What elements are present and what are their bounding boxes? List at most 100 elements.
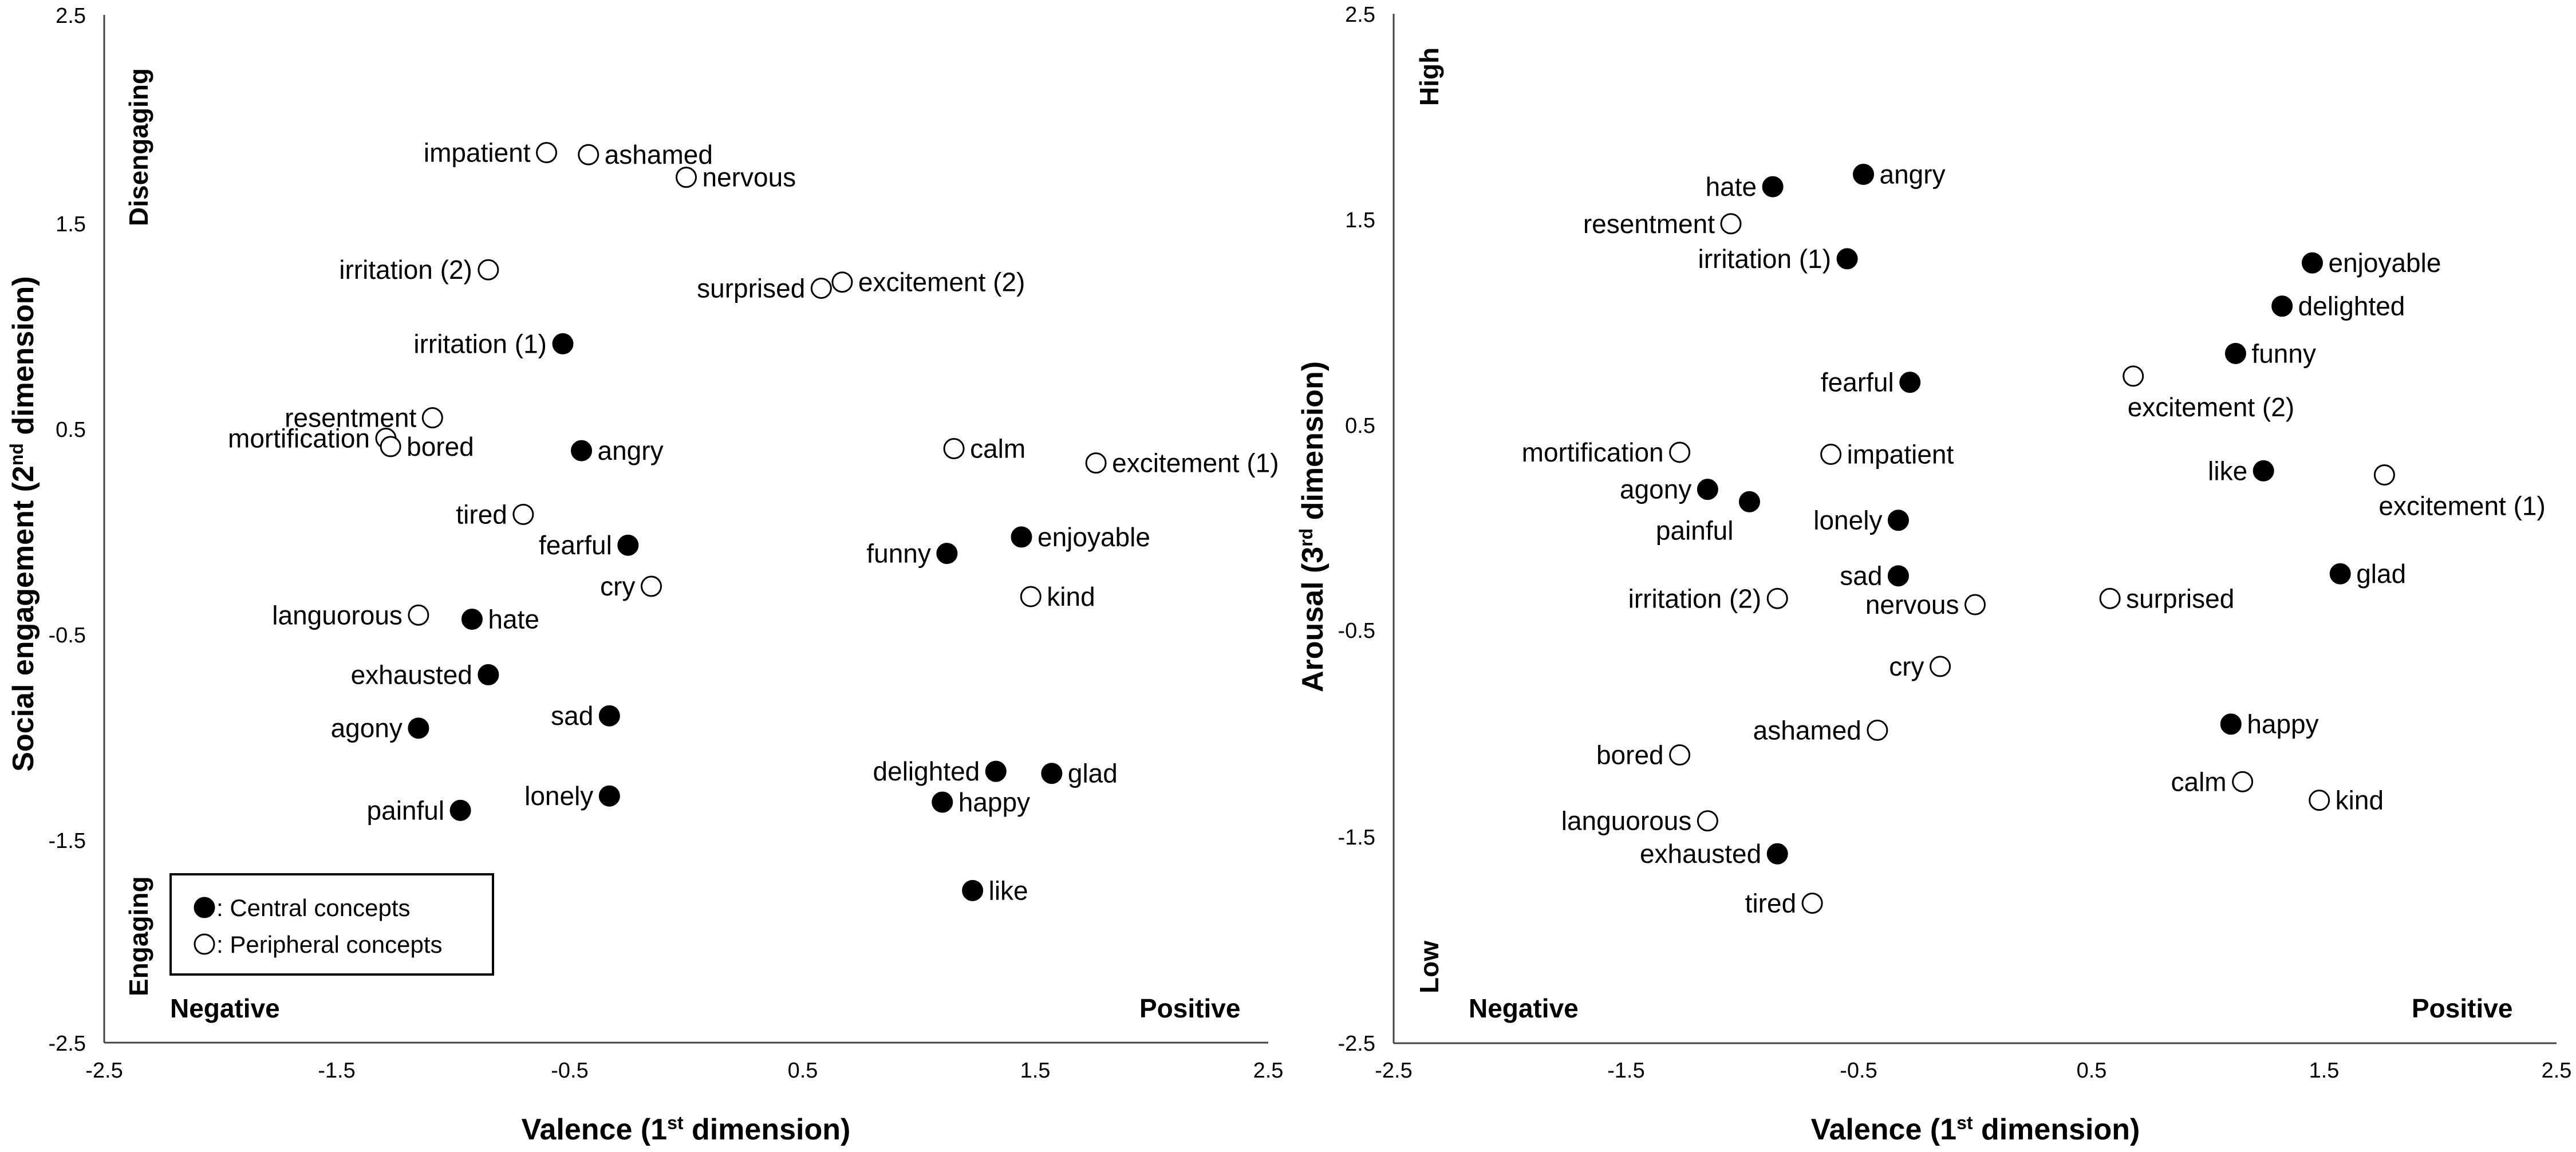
data-point-label: nervous — [1865, 590, 1959, 620]
data-point-peripheral — [1020, 586, 1042, 607]
data-point-label: irritation (1) — [1698, 244, 1831, 274]
data-point-label: languorous — [1561, 806, 1692, 836]
y-tick-label: -2.5 — [1338, 1032, 1375, 1056]
data-point-label: resentment — [285, 403, 416, 433]
legend-central-label: : Central concepts — [216, 894, 411, 921]
y-axis-title: Social engagement (2nd dimension) — [6, 276, 40, 772]
data-point-peripheral — [2309, 790, 2330, 811]
data-point-central — [2252, 460, 2274, 482]
data-point-label: enjoyable — [1037, 522, 1150, 552]
data-point-central — [598, 785, 620, 807]
data-point-label: agony — [1620, 475, 1691, 504]
x-tick-label: 2.5 — [2542, 1059, 2572, 1083]
data-point-label: happy — [2247, 709, 2318, 739]
x-tick-label: -1.5 — [318, 1059, 355, 1083]
x-tick-label: -1.5 — [1607, 1059, 1644, 1083]
data-point-peripheral — [831, 271, 853, 293]
data-point-central — [571, 440, 593, 461]
x-tick-label: -2.5 — [1375, 1059, 1412, 1083]
data-point-peripheral — [1964, 594, 1986, 616]
data-point-central — [932, 791, 953, 813]
data-point-central — [936, 543, 958, 565]
data-point-label: surprised — [697, 273, 805, 303]
data-point-central — [1853, 163, 1875, 185]
corner-label-negative: Negative — [1469, 993, 1579, 1023]
data-point-label: irritation (1) — [413, 329, 547, 358]
x-axis-title: Valence (1st dimension) — [1811, 1112, 2140, 1146]
data-point-peripheral — [641, 575, 662, 597]
data-point-label: mortification — [228, 424, 370, 453]
data-point-central — [1738, 491, 1760, 512]
data-point-central — [1887, 565, 1909, 587]
data-point-label: agony — [331, 713, 403, 743]
data-point-central — [552, 333, 574, 354]
data-point-peripheral — [1820, 444, 1842, 465]
data-point-label: funny — [866, 539, 931, 569]
x-tick-labels: -2.5 -1.5 -0.5 0.5 1.5 2.5 — [85, 1059, 1283, 1083]
data-point-peripheral — [2373, 464, 2395, 486]
data-point-label: delighted — [873, 756, 980, 786]
legend-peripheral-marker — [194, 933, 215, 955]
data-point-central — [1697, 479, 1718, 500]
data-point-label: exhausted — [1640, 839, 1761, 869]
legend-central-marker — [194, 897, 215, 918]
y-tick-label: 2.5 — [56, 4, 86, 28]
data-point-peripheral — [1720, 213, 1742, 235]
data-point-central — [2224, 342, 2246, 364]
y-tick-labels: 2.5 1.5 0.5 -0.5 -1.5 -2.5 — [49, 4, 86, 1056]
data-point-label: exhausted — [351, 660, 472, 689]
data-point-peripheral — [2123, 365, 2144, 387]
data-point-central — [478, 664, 499, 685]
data-point-label: enjoyable — [2328, 248, 2441, 278]
chart1-points: hate angry resentment irritation (1) enjoyab… — [1522, 159, 2546, 918]
data-point-peripheral — [943, 437, 965, 459]
x-tick-label: -0.5 — [551, 1059, 588, 1083]
data-point-label: irritation (2) — [1628, 583, 1762, 613]
data-point-central — [449, 799, 471, 821]
data-point-label: kind — [2336, 786, 2384, 815]
data-point-label: ashamed — [605, 140, 713, 169]
y-tick-labels: 2.5 1.5 0.5 -0.5 -1.5 -2.5 — [1338, 3, 1375, 1056]
y-tick-label: -0.5 — [49, 624, 86, 648]
data-point-central — [461, 608, 483, 630]
data-point-label: like — [2208, 456, 2247, 486]
y-axis-title: Arousal (3rd dimension) — [1296, 361, 1330, 692]
arousal-chart: 2.5 1.5 0.5 -0.5 -1.5 -2.5 -2.5 -1.5 -0.… — [1296, 3, 2571, 1146]
x-axis-title: Valence (1st dimension) — [522, 1112, 851, 1146]
data-point-central — [1041, 763, 1063, 784]
data-point-peripheral — [536, 142, 558, 164]
y-tick-label: -0.5 — [1338, 619, 1375, 643]
data-point-label: hate — [488, 604, 539, 634]
y-tick-label: 0.5 — [56, 418, 86, 442]
data-point-label: excitement (1) — [2378, 491, 2545, 521]
data-point-peripheral — [1669, 441, 1691, 463]
data-point-central — [1836, 248, 1858, 270]
data-point-central — [962, 879, 984, 901]
data-point-peripheral — [512, 503, 534, 525]
x-tick-label: 2.5 — [1253, 1059, 1284, 1083]
data-point-central — [2271, 295, 2293, 317]
corner-label-positive: Positive — [2412, 993, 2512, 1023]
y-tick-label: -2.5 — [49, 1032, 86, 1056]
data-point-central — [2329, 563, 2351, 585]
x-tick-label: -0.5 — [1840, 1059, 1877, 1083]
y-tick-label: 0.5 — [1345, 414, 1375, 438]
data-point-label: cry — [600, 571, 635, 601]
data-point-label: kind — [1047, 582, 1095, 611]
x-tick-labels: -2.5 -1.5 -0.5 0.5 1.5 2.5 — [1375, 1059, 2571, 1083]
data-point-central — [2220, 713, 2242, 735]
corner-label-low: Low — [1414, 941, 1444, 993]
data-point-label: delighted — [2298, 291, 2405, 321]
data-point-label: excitement (2) — [2128, 392, 2294, 422]
y-tick-label: 1.5 — [1345, 208, 1375, 232]
corner-label-high: High — [1414, 48, 1444, 106]
data-point-peripheral — [1766, 587, 1788, 609]
data-point-label: mortification — [1522, 437, 1664, 467]
data-point-central — [1011, 526, 1032, 548]
data-point-label: like — [989, 875, 1028, 905]
data-point-label: cry — [1889, 652, 1924, 681]
data-point-peripheral — [1085, 452, 1107, 474]
